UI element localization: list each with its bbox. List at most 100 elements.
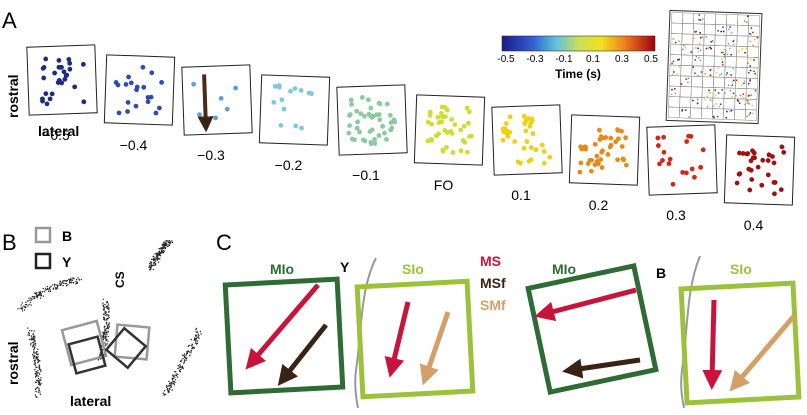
sulcus-dot bbox=[172, 383, 174, 385]
inset-dot bbox=[754, 89, 757, 92]
inset-dot bbox=[673, 87, 676, 90]
dot bbox=[507, 114, 513, 120]
panel-label: B bbox=[2, 230, 17, 255]
dot bbox=[153, 110, 159, 116]
region-label: SIo bbox=[402, 261, 424, 277]
sulcus-dot bbox=[63, 279, 66, 282]
sulcus-dot bbox=[21, 306, 23, 308]
sulcus-dot bbox=[44, 289, 46, 291]
inset-cell bbox=[744, 109, 757, 121]
arrow bbox=[534, 287, 637, 322]
inset-dot bbox=[730, 74, 732, 76]
inset-dot bbox=[718, 105, 721, 108]
sulcus-dot bbox=[186, 350, 188, 353]
sulcus-dot bbox=[37, 353, 39, 355]
sulcus-dot bbox=[108, 316, 110, 319]
sulcus-dot bbox=[168, 241, 171, 244]
sulcus-dot bbox=[163, 250, 166, 252]
sulcus-dot bbox=[32, 337, 35, 340]
dot bbox=[299, 125, 304, 131]
sulcus-dot bbox=[34, 368, 36, 371]
dot bbox=[369, 114, 375, 120]
sulcus-dot bbox=[104, 337, 107, 339]
inset-dot bbox=[681, 109, 684, 112]
sulcus-dot bbox=[163, 389, 166, 392]
sulcus-dot bbox=[161, 244, 164, 247]
dot bbox=[597, 137, 603, 142]
sulcus-dot bbox=[104, 319, 106, 321]
inset-dot bbox=[694, 31, 697, 33]
sulcus-dot bbox=[200, 333, 202, 335]
frame bbox=[646, 124, 718, 196]
dot bbox=[655, 143, 661, 148]
dot bbox=[191, 81, 197, 87]
sulcus-dot bbox=[156, 258, 158, 260]
inset-dot bbox=[735, 79, 738, 82]
inset-dot bbox=[712, 105, 715, 107]
inset-dot bbox=[728, 110, 731, 113]
sulcus-dot bbox=[49, 290, 52, 293]
sulcus-dot bbox=[106, 326, 109, 328]
dot bbox=[661, 149, 667, 155]
inset-dot bbox=[729, 89, 732, 92]
dot bbox=[598, 157, 604, 162]
sulcus-dot bbox=[35, 296, 38, 298]
sulcus-dot bbox=[37, 377, 40, 380]
sulcus-dot bbox=[103, 335, 105, 338]
dot bbox=[67, 60, 73, 66]
sulcus-dot bbox=[37, 362, 39, 364]
sulcus-dot bbox=[170, 381, 173, 384]
sulcus-dot bbox=[154, 256, 156, 258]
inset-dot bbox=[709, 74, 712, 77]
sulcus-dot bbox=[30, 339, 32, 341]
inset-dot bbox=[721, 51, 723, 54]
inset-dot bbox=[694, 47, 697, 49]
dot bbox=[698, 164, 704, 170]
inset-dot bbox=[706, 95, 709, 98]
region-label: SIo bbox=[730, 261, 752, 277]
dot bbox=[541, 149, 547, 154]
sulcus-dot bbox=[167, 391, 169, 393]
sulcus-dot bbox=[38, 372, 40, 374]
axis-label: rostral bbox=[5, 74, 21, 118]
sulcus-dot bbox=[167, 240, 169, 242]
sulcus-dot bbox=[66, 279, 69, 282]
arrow bbox=[277, 323, 328, 386]
sulcus-dot bbox=[33, 350, 35, 352]
sulcus-dot bbox=[33, 341, 35, 343]
sulcus-dot bbox=[107, 330, 109, 332]
sulcus-dot bbox=[30, 299, 32, 301]
sulcus-dot bbox=[29, 344, 32, 346]
inset-dot bbox=[721, 88, 724, 91]
sulcus-dot bbox=[190, 349, 193, 352]
inset-dot bbox=[710, 99, 713, 102]
sulcus-dot bbox=[104, 312, 107, 315]
inset-dot bbox=[672, 38, 675, 40]
sulcus-dot bbox=[34, 359, 36, 361]
frame-label: −0.3 bbox=[197, 147, 225, 163]
sulcus-dot bbox=[171, 379, 174, 381]
sulcus-dot bbox=[195, 335, 197, 337]
sulcus-dot bbox=[53, 285, 56, 287]
region-label: MIo bbox=[552, 261, 576, 277]
sulcus-dot bbox=[34, 292, 36, 294]
sulcus-dot bbox=[34, 344, 37, 346]
sulcus-dot bbox=[167, 245, 169, 248]
dot bbox=[366, 97, 371, 103]
dot bbox=[578, 160, 584, 166]
inset-dot bbox=[722, 30, 725, 33]
inset-dot bbox=[672, 71, 675, 73]
inset-dot bbox=[708, 89, 710, 92]
dot bbox=[380, 123, 386, 129]
inset-dot bbox=[697, 47, 699, 50]
sulcus-dot bbox=[166, 384, 168, 387]
inset-dot bbox=[700, 71, 703, 73]
sulcus-dot bbox=[168, 239, 171, 242]
sulcus-dot bbox=[162, 243, 165, 246]
sulcus-dot bbox=[183, 355, 185, 358]
dot bbox=[755, 164, 761, 170]
sulcus-dot bbox=[189, 354, 191, 357]
sulcus-dot bbox=[56, 285, 59, 287]
dot bbox=[462, 139, 468, 145]
dot bbox=[126, 74, 132, 80]
